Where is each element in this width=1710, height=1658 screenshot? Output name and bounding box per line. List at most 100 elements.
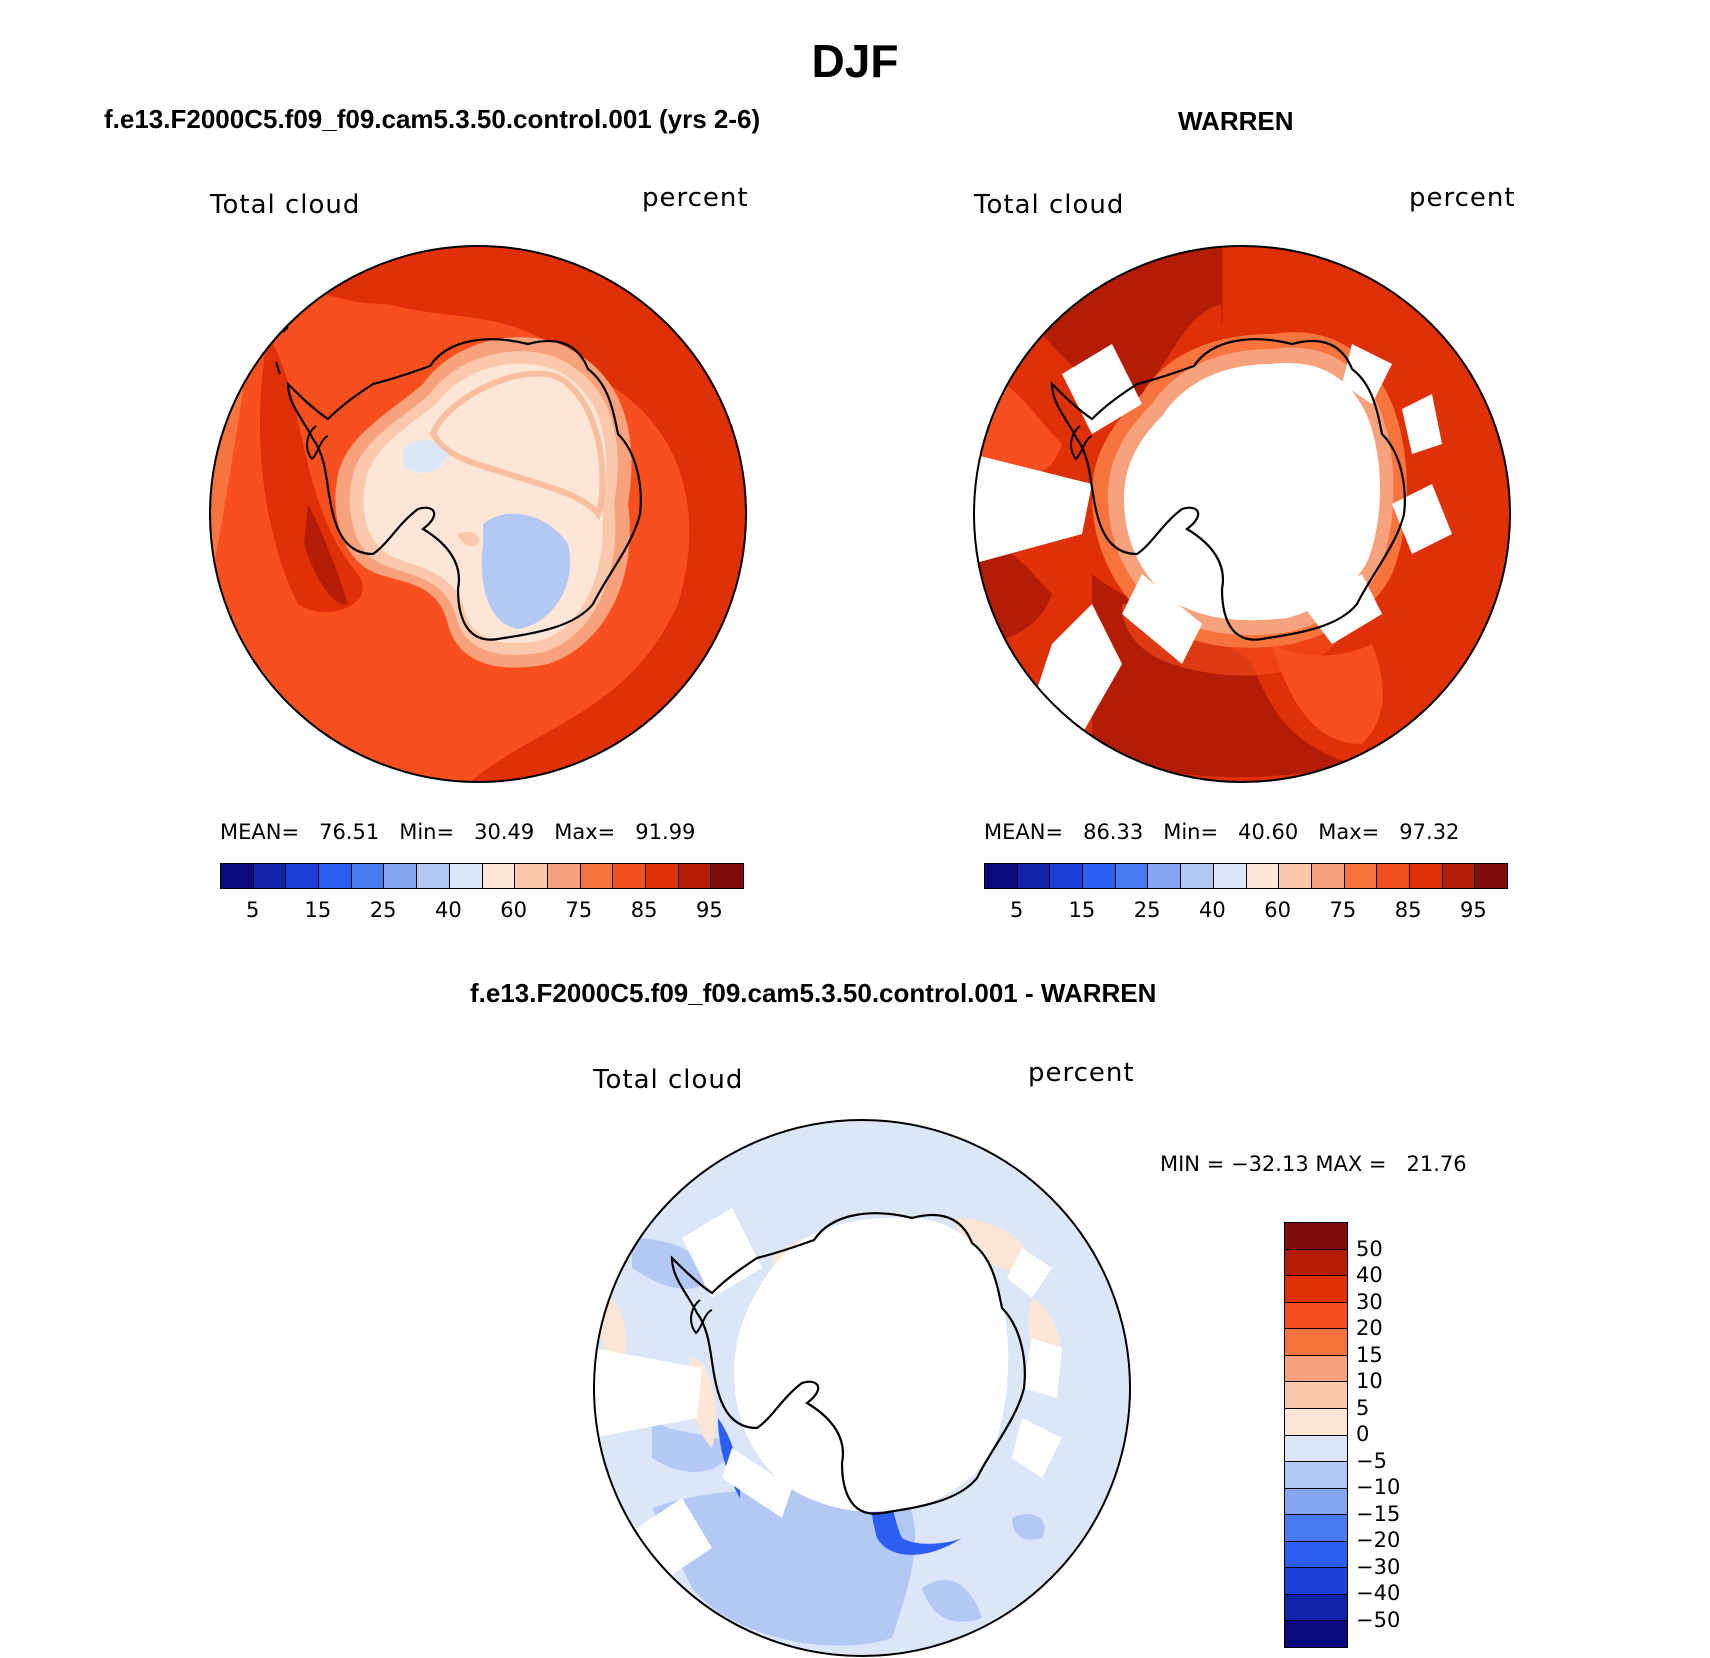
panel2-polar-map: [973, 245, 1511, 783]
colorbar-swatch: [1115, 864, 1149, 888]
panel1-variable-label: Total cloud: [210, 190, 361, 220]
colorbar-swatch: [1285, 1435, 1347, 1463]
panel1-colorbar: [220, 863, 744, 889]
page-title: DJF: [811, 35, 899, 87]
colorbar-swatch: [1475, 864, 1507, 888]
colorbar-swatch: [1285, 1541, 1347, 1569]
colorbar-swatch: [286, 864, 320, 888]
colorbar-label: −20: [1356, 1528, 1401, 1552]
panel2-missing-data-region: [1124, 363, 1380, 621]
colorbar-swatch: [1148, 864, 1182, 888]
colorbar-swatch: [1285, 1382, 1347, 1409]
colorbar-swatch: [351, 864, 385, 888]
colorbar-label: −5: [1356, 1448, 1387, 1473]
panel3-strong-negative-region: [870, 1458, 962, 1555]
colorbar-swatch: [1442, 864, 1476, 888]
colorbar-swatch: [221, 864, 254, 888]
colorbar-swatch: [449, 864, 483, 888]
colorbar-label: 5: [245, 898, 260, 922]
colorbar-label: 10: [1356, 1369, 1383, 1393]
colorbar-swatch: [1285, 1408, 1347, 1436]
colorbar-swatch: [1050, 864, 1084, 888]
panel3-stats: MIN = −32.13 MAX = 21.76: [1160, 1152, 1467, 1176]
colorbar-swatch: [1285, 1302, 1347, 1330]
panel2-units-label: percent: [1409, 183, 1516, 213]
colorbar-label: 30: [1356, 1289, 1383, 1314]
panel3-polar-map: [593, 1119, 1131, 1657]
colorbar-label: 25: [369, 898, 397, 922]
panel1-map-border: [209, 245, 747, 783]
colorbar-swatch: [1285, 1621, 1347, 1647]
colorbar-label: −30: [1356, 1554, 1401, 1579]
colorbar-label: 15: [1356, 1342, 1383, 1367]
colorbar-label: 5: [1009, 898, 1024, 922]
panel1-low-cloud-region: [481, 513, 571, 629]
panel1-high-cloud-region: [248, 246, 746, 782]
colorbar-label: 60: [500, 898, 527, 922]
panel1-case-title: f.e13.F2000C5.f09_f09.cam5.3.50.control.…: [104, 104, 761, 134]
colorbar-label: −50: [1356, 1607, 1401, 1632]
colorbar-swatch: [1181, 864, 1214, 888]
colorbar-swatch: [1311, 864, 1345, 888]
panel3-colorbar-labels: 50 40 30 20 15 10 5 0 −5 −10 −15 −20 −30…: [1356, 1222, 1476, 1646]
colorbar-swatch: [1344, 864, 1378, 888]
colorbar-label: 25: [1133, 898, 1161, 922]
colorbar-swatch: [1279, 864, 1312, 888]
panel1-polar-map: [209, 245, 747, 783]
colorbar-label: 85: [1394, 898, 1422, 922]
colorbar-label: −15: [1356, 1501, 1401, 1526]
colorbar-swatch: [1285, 1249, 1347, 1277]
colorbar-label: 60: [1264, 898, 1291, 922]
colorbar-swatch: [985, 864, 1018, 888]
colorbar-swatch: [1083, 864, 1116, 888]
colorbar-swatch: [515, 864, 548, 888]
colorbar-label: 40: [435, 898, 462, 922]
panel2-colorbar-labels: 5 15 25 40 60 75 85 95: [984, 898, 1506, 928]
colorbar-swatch: [1285, 1462, 1347, 1489]
panel2-stats: MEAN= 86.33 Min= 40.60 Max= 97.32: [984, 820, 1460, 844]
colorbar-label: 20: [1356, 1316, 1383, 1340]
colorbar-swatch: [319, 864, 352, 888]
panel3-case-title: f.e13.F2000C5.f09_f09.cam5.3.50.control.…: [470, 978, 1157, 1008]
colorbar-label: 95: [1460, 898, 1487, 922]
colorbar-label: 15: [304, 898, 332, 922]
colorbar-label: −10: [1356, 1475, 1401, 1499]
colorbar-swatch: [1409, 864, 1443, 888]
colorbar-swatch: [1246, 864, 1280, 888]
panel3-missing-data-region: [734, 1217, 1009, 1512]
colorbar-swatch: [645, 864, 679, 888]
colorbar-label: −40: [1356, 1581, 1401, 1605]
panel2-variable-label: Total cloud: [974, 190, 1125, 220]
colorbar-swatch: [678, 864, 712, 888]
colorbar-label: 40: [1199, 898, 1226, 922]
colorbar-label: 95: [696, 898, 723, 922]
colorbar-label: 0: [1356, 1422, 1370, 1446]
colorbar-swatch: [711, 864, 743, 888]
panel1-colorbar-labels: 5 15 25 40 60 75 85 95: [220, 898, 742, 928]
colorbar-label: 75: [565, 898, 593, 922]
colorbar-label: 40: [1356, 1263, 1383, 1287]
colorbar-swatch: [1285, 1488, 1347, 1516]
colorbar-swatch: [482, 864, 516, 888]
panel3-units-label: percent: [1028, 1058, 1135, 1088]
colorbar-swatch: [1285, 1329, 1347, 1356]
colorbar-swatch: [613, 864, 646, 888]
colorbar-swatch: [547, 864, 581, 888]
panel2-map-border: [973, 245, 1511, 783]
colorbar-swatch: [1377, 864, 1410, 888]
colorbar-label: 75: [1329, 898, 1357, 922]
colorbar-swatch: [1285, 1594, 1347, 1622]
colorbar-swatch: [1285, 1355, 1347, 1383]
panel3-colorbar: [1284, 1222, 1348, 1648]
panel1-antarctica-coastline: [286, 338, 642, 641]
colorbar-swatch: [1285, 1515, 1347, 1542]
panel1-units-label: percent: [642, 183, 749, 213]
colorbar-swatch: [1285, 1223, 1347, 1250]
panel3-antarctica-coastline: [670, 1212, 1026, 1515]
colorbar-label: 15: [1068, 898, 1096, 922]
colorbar-swatch: [417, 864, 450, 888]
colorbar-swatch: [384, 864, 418, 888]
panel3-variable-label: Total cloud: [593, 1065, 744, 1095]
colorbar-label: 85: [630, 898, 658, 922]
panel2-case-title: WARREN: [1178, 106, 1294, 136]
